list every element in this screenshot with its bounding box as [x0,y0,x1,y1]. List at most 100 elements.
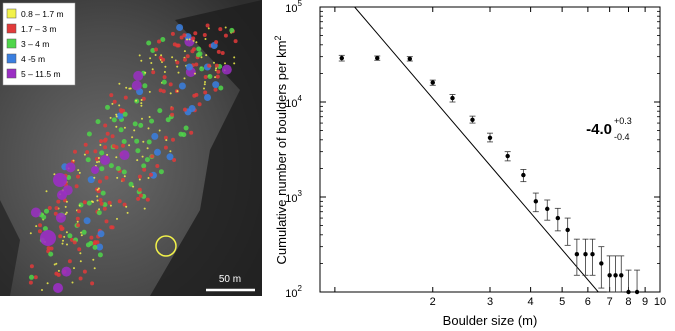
boulder-marker [41,289,43,291]
boulder-marker [146,40,152,46]
boulder-marker [102,202,108,208]
scale-bar-label: 50 m [219,274,241,285]
boulder-marker [117,199,122,204]
boulder-marker [165,139,168,142]
y-tick-exponent: 3 [298,189,303,198]
boulder-marker [74,184,79,189]
boulder-marker [213,87,218,92]
boulder-marker [98,160,100,163]
boulder-marker [141,163,147,169]
boulder-marker [78,276,83,281]
boulder-marker [132,185,135,188]
boulder-marker [133,70,144,81]
boulder-marker [72,240,77,245]
data-point [574,251,580,257]
boulder-marker [53,211,58,216]
legend-swatch [6,38,17,49]
legend-label: 5 – 11.5 m [21,69,61,79]
boulder-marker [213,61,215,64]
boulder-marker [38,223,42,228]
boulder-marker [76,174,80,179]
boulder-marker [148,90,151,93]
boulder-marker [145,197,150,202]
boulder-marker [122,202,127,207]
boulder-marker [83,153,86,156]
boulder-marker [93,267,96,270]
boulder-marker [233,62,236,65]
data-point [430,80,435,85]
boulder-marker [224,62,226,65]
boulder-marker [96,188,99,191]
boulder-marker [98,198,103,202]
boulder-marker [88,240,94,246]
boulder-marker [176,90,179,93]
boulder-marker [135,99,138,102]
boulder-marker [106,153,109,156]
boulder-marker [121,143,125,148]
boulder-marker [205,23,210,28]
boulder-marker [115,125,118,128]
boulder-marker [154,47,158,52]
boulder-marker [188,105,196,112]
data-point [634,289,640,295]
boulder-marker [202,33,207,37]
boulder-marker [183,50,186,53]
boulder-marker [93,149,98,154]
boulder-marker [195,41,198,44]
boulder-marker [200,56,203,59]
boulder-marker [205,54,208,57]
boulder-marker [141,155,144,158]
boulder-marker [149,172,153,177]
boulder-marker [216,69,221,74]
boulder-marker [160,37,166,42]
boulder-marker [196,52,201,58]
boulder-marker [165,117,171,123]
boulder-marker [108,163,114,169]
boulder-marker [138,122,144,128]
boulder-marker [75,216,80,221]
boulder-marker [136,159,139,162]
power-law-fit-line [354,7,599,292]
boulder-marker [163,145,168,150]
boulder-marker [96,199,99,202]
legend-box: 0.8 – 1.7 m 1.7 – 3 m 3 – 4 m 4 -5 m 5 – 11.… [2,2,76,86]
boulder-marker [55,212,66,223]
boulder-marker [177,71,180,74]
boulder-marker [29,232,32,235]
boulder-marker [54,271,59,276]
boulder-marker [214,69,217,72]
boulder-marker [136,196,141,201]
boulder-marker [98,179,102,184]
boulder-marker [214,40,219,45]
boulder-marker [47,206,52,210]
boulder-marker [142,83,148,89]
data-point [555,215,561,221]
boulder-marker [61,242,64,245]
boulder-marker [158,88,163,93]
data-point [521,172,526,178]
boulder-marker [67,259,72,264]
boulder-marker [93,176,96,179]
legend-swatch [6,68,17,79]
boulder-marker [62,239,64,242]
boulder-marker [193,31,198,36]
boulder-marker [29,264,34,269]
boulder-marker [183,107,187,112]
slope-plus: +0.3 [614,116,632,126]
boulder-marker [109,93,114,98]
boulder-marker [147,127,150,130]
boulder-marker [92,241,97,246]
boulder-marker [161,89,166,94]
boulder-marker [140,99,143,101]
boulder-marker [151,68,154,71]
boulder-marker [138,178,141,181]
boulder-marker [67,233,73,239]
shadow-region [150,0,262,296]
x-tick-label: 10 [654,296,666,308]
slope-annotation: -4.0 +0.3 -0.4 [586,116,632,142]
boulder-marker [82,269,87,274]
boulder-marker [77,169,80,172]
boulder-marker [63,235,66,238]
y-tick-label: 102 [285,284,302,300]
y-tick-exponent: 5 [298,0,303,8]
